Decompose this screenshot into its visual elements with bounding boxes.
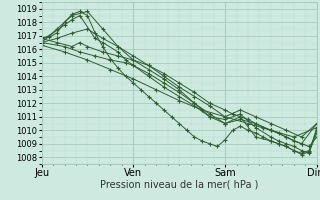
X-axis label: Pression niveau de la mer( hPa ): Pression niveau de la mer( hPa )	[100, 180, 258, 190]
